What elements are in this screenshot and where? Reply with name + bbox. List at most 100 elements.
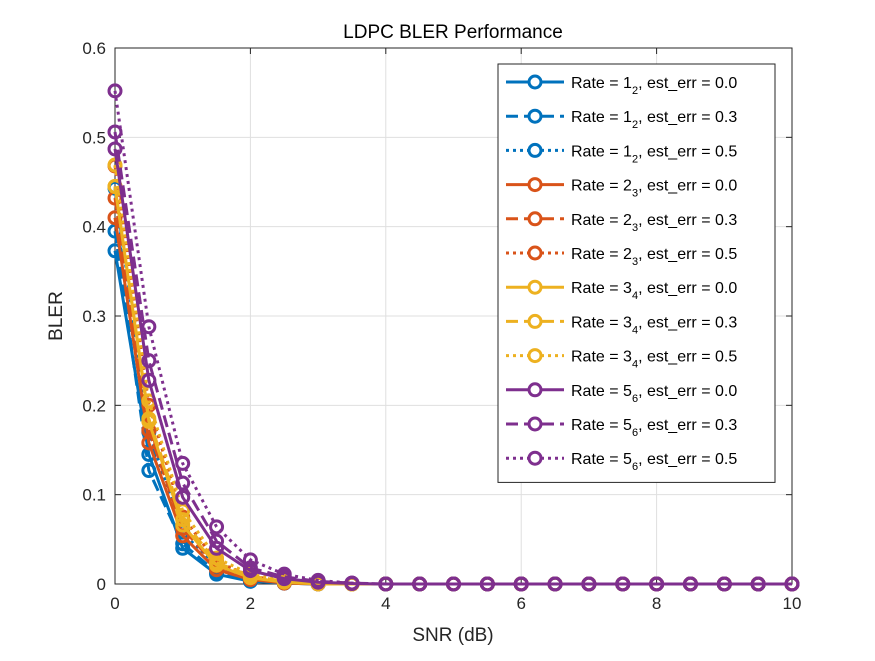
x-tick-label: 0 <box>110 594 119 613</box>
y-axis-label: BLER <box>46 291 67 341</box>
legend-label-main: Rate = 5 <box>571 451 632 468</box>
legend-label-suffix: , est_err = 0.3 <box>638 314 737 331</box>
data-point <box>547 576 563 592</box>
data-point <box>649 576 665 592</box>
legend-item: Rate = 56, est_err = 0.3 <box>506 416 737 439</box>
legend-item: Rate = 34, est_err = 0.3 <box>506 313 737 336</box>
data-point <box>750 576 766 592</box>
data-point <box>209 533 225 549</box>
legend-label-suffix: , est_err = 0.3 <box>638 109 737 126</box>
legend-label-main: Rate = 5 <box>571 383 632 400</box>
data-point <box>581 576 597 592</box>
legend-label-subscript: 4 <box>632 324 638 336</box>
data-point <box>141 411 157 427</box>
legend-label-subscript: 3 <box>632 256 638 268</box>
data-point <box>141 372 157 388</box>
legend-label-subscript: 4 <box>632 290 638 302</box>
legend-label-main: Rate = 3 <box>571 349 632 366</box>
data-point <box>513 576 529 592</box>
legend-label-subscript: 6 <box>632 427 638 439</box>
legend-label: Rate = 34, est_err = 0.3 <box>571 314 737 336</box>
legend-label: Rate = 12, est_err = 0.5 <box>571 143 737 165</box>
legend-label-subscript: 3 <box>632 188 638 200</box>
legend-label-suffix: , est_err = 0.3 <box>638 417 737 434</box>
data-point <box>378 576 394 592</box>
legend-label: Rate = 23, est_err = 0.0 <box>571 178 737 200</box>
data-point <box>141 353 157 369</box>
data-point <box>682 576 698 592</box>
legend-item: Rate = 23, est_err = 0.0 <box>506 177 737 200</box>
legend-label: Rate = 34, est_err = 0.5 <box>571 349 737 371</box>
legend-label: Rate = 23, est_err = 0.5 <box>571 246 737 268</box>
legend-marker <box>527 108 543 124</box>
legend-label-subscript: 3 <box>632 222 638 234</box>
chart-title: LDPC BLER Performance <box>343 22 563 43</box>
y-tick-label: 0 <box>97 575 106 594</box>
legend-label-suffix: , est_err = 0.0 <box>638 383 737 400</box>
legend-label: Rate = 23, est_err = 0.3 <box>571 212 737 234</box>
legend-label-subscript: 6 <box>632 393 638 405</box>
legend-label-main: Rate = 2 <box>571 212 632 229</box>
data-point <box>209 550 225 566</box>
legend-label-subscript: 2 <box>632 119 638 131</box>
data-point <box>310 572 326 588</box>
legend-marker <box>527 348 543 364</box>
legend-marker <box>527 142 543 158</box>
legend-label-main: Rate = 2 <box>571 246 632 263</box>
legend-item: Rate = 12, est_err = 0.5 <box>506 142 737 165</box>
data-point <box>446 576 461 592</box>
legend-box <box>497 63 776 483</box>
legend-label-suffix: , est_err = 0.0 <box>638 280 737 297</box>
x-tick-label: 10 <box>783 594 802 613</box>
legend-label-suffix: , est_err = 0.3 <box>638 212 737 229</box>
y-tick-label: 0.2 <box>82 396 106 415</box>
x-axis-label: SNR (dB) <box>412 625 493 646</box>
legend-label: Rate = 34, est_err = 0.0 <box>571 280 737 302</box>
data-point <box>107 141 123 157</box>
legend-label: Rate = 56, est_err = 0.5 <box>571 451 737 473</box>
data-point <box>107 83 123 99</box>
y-tick-label: 0.1 <box>82 486 106 505</box>
legend-marker <box>527 177 543 193</box>
legend-label: Rate = 12, est_err = 0.3 <box>571 109 737 131</box>
legend-label-main: Rate = 3 <box>571 314 632 331</box>
data-point <box>784 576 800 592</box>
legend-marker <box>527 211 543 227</box>
legend-label: Rate = 56, est_err = 0.0 <box>571 383 737 405</box>
data-point <box>276 566 292 582</box>
data-point <box>141 463 157 479</box>
data-point <box>615 576 631 592</box>
data-point <box>175 512 191 528</box>
data-point <box>175 455 191 471</box>
legend-item: Rate = 56, est_err = 0.5 <box>506 450 737 473</box>
series-line <box>113 131 792 586</box>
legend-label-subscript: 2 <box>632 153 638 165</box>
legend-label-main: Rate = 2 <box>571 178 632 195</box>
legend-label-suffix: , est_err = 0.0 <box>638 75 737 92</box>
data-point <box>242 560 258 576</box>
legend-item: Rate = 12, est_err = 0.3 <box>506 108 737 131</box>
legend-label-main: Rate = 1 <box>571 109 632 126</box>
data-point <box>344 575 360 591</box>
legend-label-main: Rate = 1 <box>571 75 632 92</box>
data-point <box>412 576 428 592</box>
data-point <box>209 519 225 535</box>
data-point <box>175 489 191 505</box>
data-point <box>716 576 732 592</box>
legend-label-suffix: , est_err = 0.5 <box>638 143 737 160</box>
legend-label-suffix: , est_err = 0.5 <box>638 349 737 366</box>
legend-marker <box>527 74 543 90</box>
legend-marker <box>527 416 543 432</box>
data-point <box>209 540 225 556</box>
legend-label-subscript: 6 <box>632 461 638 473</box>
series-12 <box>107 83 800 592</box>
x-tick-label: 4 <box>381 594 390 613</box>
data-point <box>141 319 157 335</box>
legend-item: Rate = 23, est_err = 0.5 <box>506 245 737 268</box>
x-tick-label: 2 <box>246 594 255 613</box>
legend-label: Rate = 12, est_err = 0.0 <box>571 75 737 97</box>
legend-label-main: Rate = 1 <box>571 143 632 160</box>
